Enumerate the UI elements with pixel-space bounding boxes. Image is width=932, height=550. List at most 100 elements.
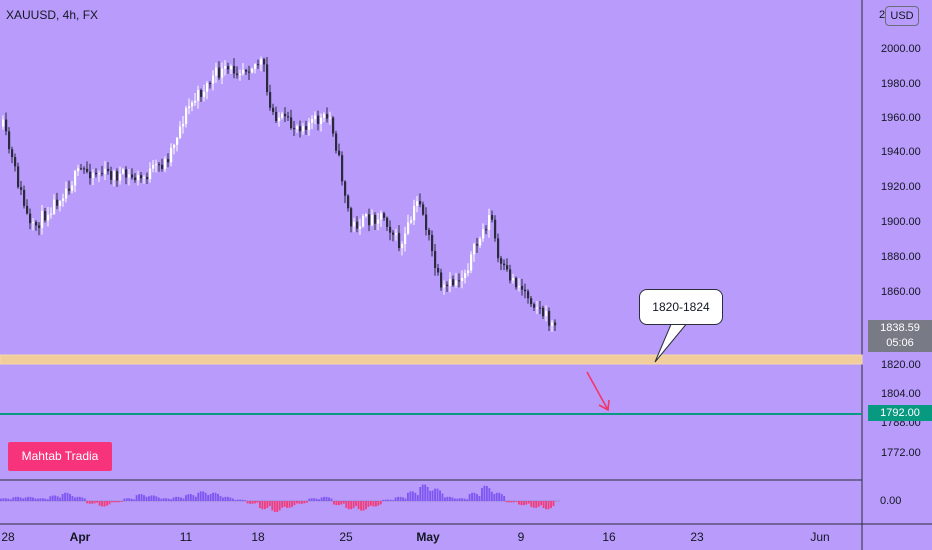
candle-body	[284, 113, 287, 117]
histogram-bar	[473, 492, 476, 501]
histogram-bar	[505, 501, 508, 503]
candle-body	[47, 214, 50, 221]
histogram-bar	[74, 497, 76, 501]
histogram-bar	[281, 501, 284, 508]
candle-body	[275, 111, 278, 122]
price-axis[interactable]: 2000.00 1980.00 1960.00 1940.00 1920.00 1900.…	[881, 43, 921, 459]
histogram-bar	[416, 495, 419, 501]
histogram-bar	[453, 498, 456, 501]
histogram-bar	[108, 501, 111, 505]
symbol-title[interactable]: XAUUSD, 4h, FX	[6, 8, 99, 22]
histogram-bar	[64, 492, 66, 501]
currency-button[interactable]: USD	[885, 6, 919, 26]
histogram-bar	[365, 501, 367, 510]
histogram-bar	[330, 498, 333, 501]
histogram-bar	[308, 498, 311, 501]
candle-body	[266, 64, 269, 93]
histogram-bar	[377, 501, 380, 506]
candle-body	[77, 168, 80, 172]
candle-body	[524, 289, 527, 292]
histogram-bar	[458, 498, 461, 501]
candle-body	[392, 232, 395, 235]
histogram-bar	[120, 501, 123, 502]
candle-body	[440, 272, 443, 288]
candle-body	[458, 280, 461, 282]
zone-callout[interactable]: 1820-1824	[639, 289, 723, 325]
candle-body	[551, 322, 554, 326]
candle-body	[545, 310, 548, 317]
candle-body	[410, 220, 413, 223]
histogram-bar	[187, 494, 190, 501]
histogram-bar	[59, 497, 62, 501]
histogram-bar	[337, 501, 340, 506]
histogram-bar	[24, 497, 27, 501]
histogram-bar	[241, 499, 244, 501]
candle-body	[119, 173, 122, 181]
histogram-bar	[268, 501, 271, 507]
histogram-bar	[182, 498, 185, 501]
candle-body	[509, 269, 512, 281]
candle-body	[182, 123, 185, 127]
histogram-bar	[118, 501, 121, 503]
candle-body	[188, 106, 191, 109]
candle-body	[8, 131, 11, 150]
histogram-bar	[515, 501, 518, 502]
candle-body	[197, 90, 200, 101]
last-price-value: 1838.59	[880, 322, 920, 334]
y-tick-label: 1820.00	[881, 359, 921, 371]
candle-body	[92, 172, 95, 179]
candle-body	[290, 117, 293, 129]
candle-body	[272, 107, 275, 112]
histogram-bar	[157, 497, 160, 501]
candle-body	[281, 113, 284, 118]
histogram-bar	[172, 497, 175, 501]
x-tick-label: 28	[1, 530, 15, 544]
candle-body	[71, 185, 74, 191]
histogram-bar	[226, 496, 229, 501]
histogram-bar	[384, 499, 387, 501]
candle-body	[407, 222, 410, 234]
brand-badge: Mahtab Tradia	[8, 442, 112, 471]
histogram-bar	[76, 496, 79, 501]
time-axis[interactable]: 28 Apr 11 18 25 May 9 16 23 Jun	[1, 530, 829, 544]
histogram-bar	[185, 495, 187, 501]
histogram-bar	[130, 498, 133, 501]
histogram-bar	[419, 486, 422, 501]
candle-body	[185, 108, 188, 124]
candle-body	[461, 277, 464, 282]
histogram-bar	[17, 496, 20, 501]
histogram-bar	[51, 495, 54, 501]
candle-body	[311, 119, 314, 123]
histogram-bar	[113, 501, 116, 503]
histogram-bar	[123, 498, 126, 501]
histogram-bar	[246, 501, 249, 504]
candle-body	[239, 73, 242, 76]
y-tick-label: 1900.00	[881, 216, 921, 228]
histogram-bar	[93, 501, 96, 504]
candle-body	[446, 284, 449, 287]
y-tick-label: 1860.00	[881, 286, 921, 298]
histogram-bar	[434, 488, 436, 501]
support-zone-band[interactable]	[0, 354, 863, 365]
histogram-bar	[204, 492, 207, 501]
y-tick-label: 1804.00	[881, 388, 921, 400]
histogram-bar	[239, 499, 242, 501]
histogram-bar	[49, 496, 52, 501]
histogram-bar	[552, 501, 555, 507]
histogram-bar	[236, 499, 239, 501]
histogram-bar	[436, 488, 439, 501]
histogram-bar	[446, 496, 449, 501]
histogram-bar	[115, 501, 118, 503]
candle-body	[20, 187, 23, 190]
candle-body	[437, 267, 440, 273]
candle-body	[401, 244, 404, 249]
last-price-label: 1838.59 05:06	[868, 320, 932, 352]
histogram-bar	[411, 491, 414, 501]
candle-body	[65, 188, 68, 199]
x-tick-label: 11	[180, 530, 193, 544]
histogram-bar	[138, 494, 140, 501]
candle-body	[377, 219, 380, 224]
candle-body	[389, 226, 392, 233]
histogram-bar	[333, 501, 335, 505]
